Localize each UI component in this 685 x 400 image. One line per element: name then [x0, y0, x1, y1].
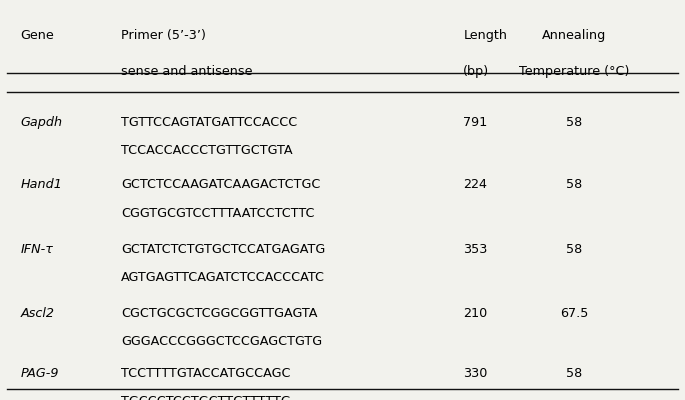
Text: IFN-τ: IFN-τ [21, 243, 53, 256]
Text: Gapdh: Gapdh [21, 116, 62, 129]
Text: Hand1: Hand1 [21, 178, 62, 192]
Text: 224: 224 [463, 178, 487, 192]
Text: 58: 58 [566, 178, 582, 192]
Text: GGGACCCGGGCTCCGAGCTGTG: GGGACCCGGGCTCCGAGCTGTG [121, 335, 322, 348]
Text: PAG-9: PAG-9 [21, 366, 59, 380]
Text: 67.5: 67.5 [560, 307, 588, 320]
Text: 330: 330 [463, 366, 488, 380]
Text: Length: Length [463, 30, 508, 42]
Text: 791: 791 [463, 116, 488, 129]
Text: 210: 210 [463, 307, 488, 320]
Text: 353: 353 [463, 243, 488, 256]
Text: TCCACCACCCTGTTGCTGTA: TCCACCACCCTGTTGCTGTA [121, 144, 292, 157]
Text: TGCCCTCCTGCTTGTTTTTG: TGCCCTCCTGCTTGTTTTTG [121, 395, 290, 400]
Text: 58: 58 [566, 243, 582, 256]
Text: Ascl2: Ascl2 [21, 307, 54, 320]
Text: TGTTCCAGTATGATTCCACCC: TGTTCCAGTATGATTCCACCC [121, 116, 297, 129]
Text: AGTGAGTTCAGATCTCCACCCATC: AGTGAGTTCAGATCTCCACCCATC [121, 271, 325, 284]
Text: GCTATCTCTGTGCTCCATGAGATG: GCTATCTCTGTGCTCCATGAGATG [121, 243, 325, 256]
Text: Primer (5’-3’): Primer (5’-3’) [121, 30, 206, 42]
Text: sense and antisense: sense and antisense [121, 65, 253, 78]
Text: GCTCTCCAAGATCAAGACTCTGC: GCTCTCCAAGATCAAGACTCTGC [121, 178, 321, 192]
Text: 58: 58 [566, 116, 582, 129]
Text: (bp): (bp) [463, 65, 490, 78]
Text: Gene: Gene [21, 30, 54, 42]
Text: TCCTTTTGTACCATGCCAGC: TCCTTTTGTACCATGCCAGC [121, 366, 290, 380]
Text: Temperature (°C): Temperature (°C) [519, 65, 630, 78]
Text: Annealing: Annealing [542, 30, 606, 42]
Text: CGCTGCGCTCGGCGGTTGAGTA: CGCTGCGCTCGGCGGTTGAGTA [121, 307, 317, 320]
Text: 58: 58 [566, 366, 582, 380]
Text: CGGTGCGTCCTTTAATCCTCTTC: CGGTGCGTCCTTTAATCCTCTTC [121, 207, 314, 220]
